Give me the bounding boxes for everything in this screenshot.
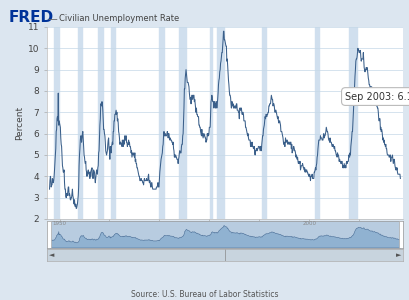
Text: ◄: ◄	[49, 252, 54, 258]
Text: Civilian Unemployment Rate: Civilian Unemployment Rate	[59, 14, 180, 23]
Text: FRED: FRED	[8, 10, 53, 25]
Bar	[111, 27, 115, 219]
FancyBboxPatch shape	[47, 220, 51, 248]
Bar	[262, 27, 265, 219]
FancyBboxPatch shape	[399, 220, 403, 248]
Bar	[78, 27, 82, 219]
Bar	[210, 27, 212, 219]
Bar	[349, 27, 357, 219]
Y-axis label: Percent: Percent	[15, 106, 24, 140]
Bar	[179, 27, 186, 219]
Bar	[98, 27, 103, 219]
Bar	[217, 27, 224, 219]
Text: —: —	[47, 14, 57, 24]
Bar	[54, 27, 59, 219]
Text: Sep 2003: 6.1: Sep 2003: 6.1	[346, 92, 409, 101]
Bar	[159, 27, 164, 219]
Text: 2000: 2000	[302, 221, 316, 226]
Bar	[315, 27, 319, 219]
Text: Source: U.S. Bureau of Labor Statistics: Source: U.S. Bureau of Labor Statistics	[131, 290, 278, 299]
Text: 1950: 1950	[52, 221, 67, 226]
Text: ►: ►	[396, 252, 401, 258]
